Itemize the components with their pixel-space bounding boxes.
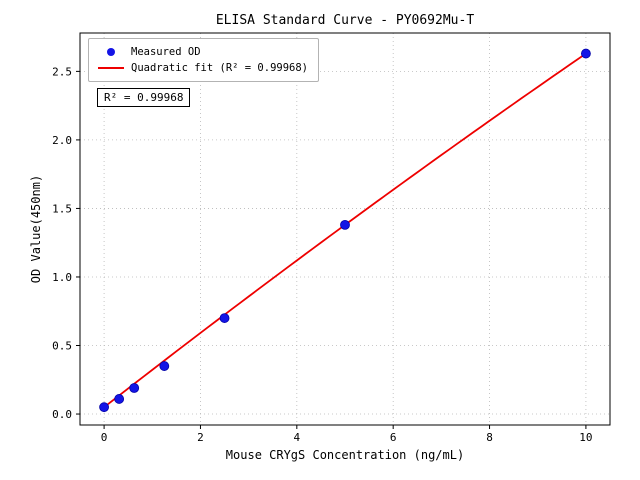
legend-entry-measured: Measured OD [97,44,308,60]
fit-line-icon [98,67,124,69]
data-point [340,219,350,230]
x-axis-label: Mouse CRYgS Concentration (ng/mL) [225,448,465,462]
data-point [219,313,230,323]
data-point [129,383,140,393]
x-tick-label: 0 [101,431,108,444]
y-tick-label: 1.0 [52,271,72,284]
data-point [99,402,109,413]
data-point [581,48,591,59]
legend-label-measured: Measured OD [131,46,201,58]
y-tick-label: 1.5 [52,202,72,215]
y-tick-label: 0.0 [52,408,72,421]
x-tick-label: 8 [486,431,493,444]
y-axis-label: OD Value(450nm) [29,174,43,284]
data-point [159,361,170,371]
chart-legend: Measured OD Quadratic fit (R² = 0.99968) [88,38,320,82]
y-tick-label: 0.5 [52,340,72,353]
r-squared-annotation: R² = 0.99968 [97,88,191,107]
data-point [114,394,125,404]
legend-entry-fit: Quadratic fit (R² = 0.99968) [97,60,308,76]
legend-label-fit: Quadratic fit (R² = 0.99968) [131,62,309,74]
x-tick-label: 6 [390,431,397,444]
chart-title: ELISA Standard Curve - PY0692Mu-T [215,13,475,28]
x-tick-label: 4 [294,431,301,444]
y-tick-label: 2.0 [52,134,72,147]
axes-frame [79,32,611,426]
measured-od-dot-icon [107,48,115,56]
x-tick-label: 2 [197,431,204,444]
x-tick-label: 10 [579,431,592,444]
y-tick-label: 2.5 [52,65,72,78]
